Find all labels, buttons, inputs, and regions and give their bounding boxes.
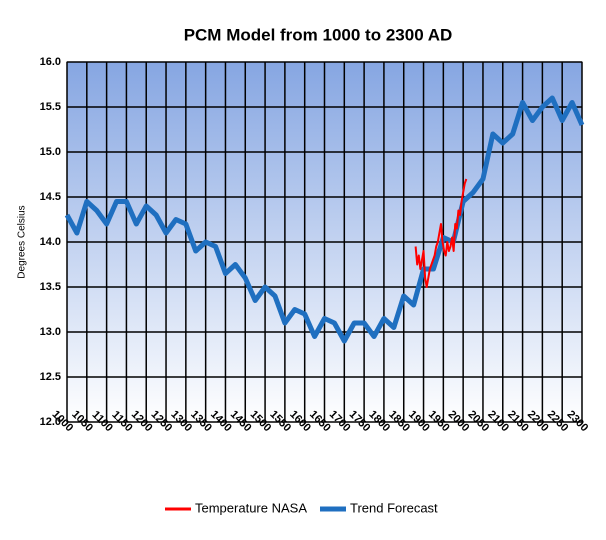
y-tick-label: 16.0 bbox=[40, 56, 61, 68]
y-tick-label: 13.0 bbox=[40, 326, 61, 338]
y-tick-label: 15.0 bbox=[40, 146, 61, 158]
legend-label: Temperature NASA bbox=[195, 500, 307, 515]
y-tick-label: 15.5 bbox=[40, 101, 61, 113]
y-tick-label: 14.5 bbox=[40, 191, 61, 203]
chart-title: PCM Model from 1000 to 2300 AD bbox=[184, 25, 453, 44]
legend-label: Trend Forecast bbox=[350, 500, 438, 515]
line-series bbox=[64, 95, 585, 344]
y-tick-label: 12.5 bbox=[40, 371, 61, 383]
y-tick-label: 14.0 bbox=[40, 236, 61, 248]
y-axis-label: Degrees Celsius bbox=[17, 205, 28, 278]
y-tick-label: 13.5 bbox=[40, 281, 61, 293]
y-tick-label: 12.0 bbox=[40, 416, 61, 428]
line-series bbox=[414, 178, 468, 288]
